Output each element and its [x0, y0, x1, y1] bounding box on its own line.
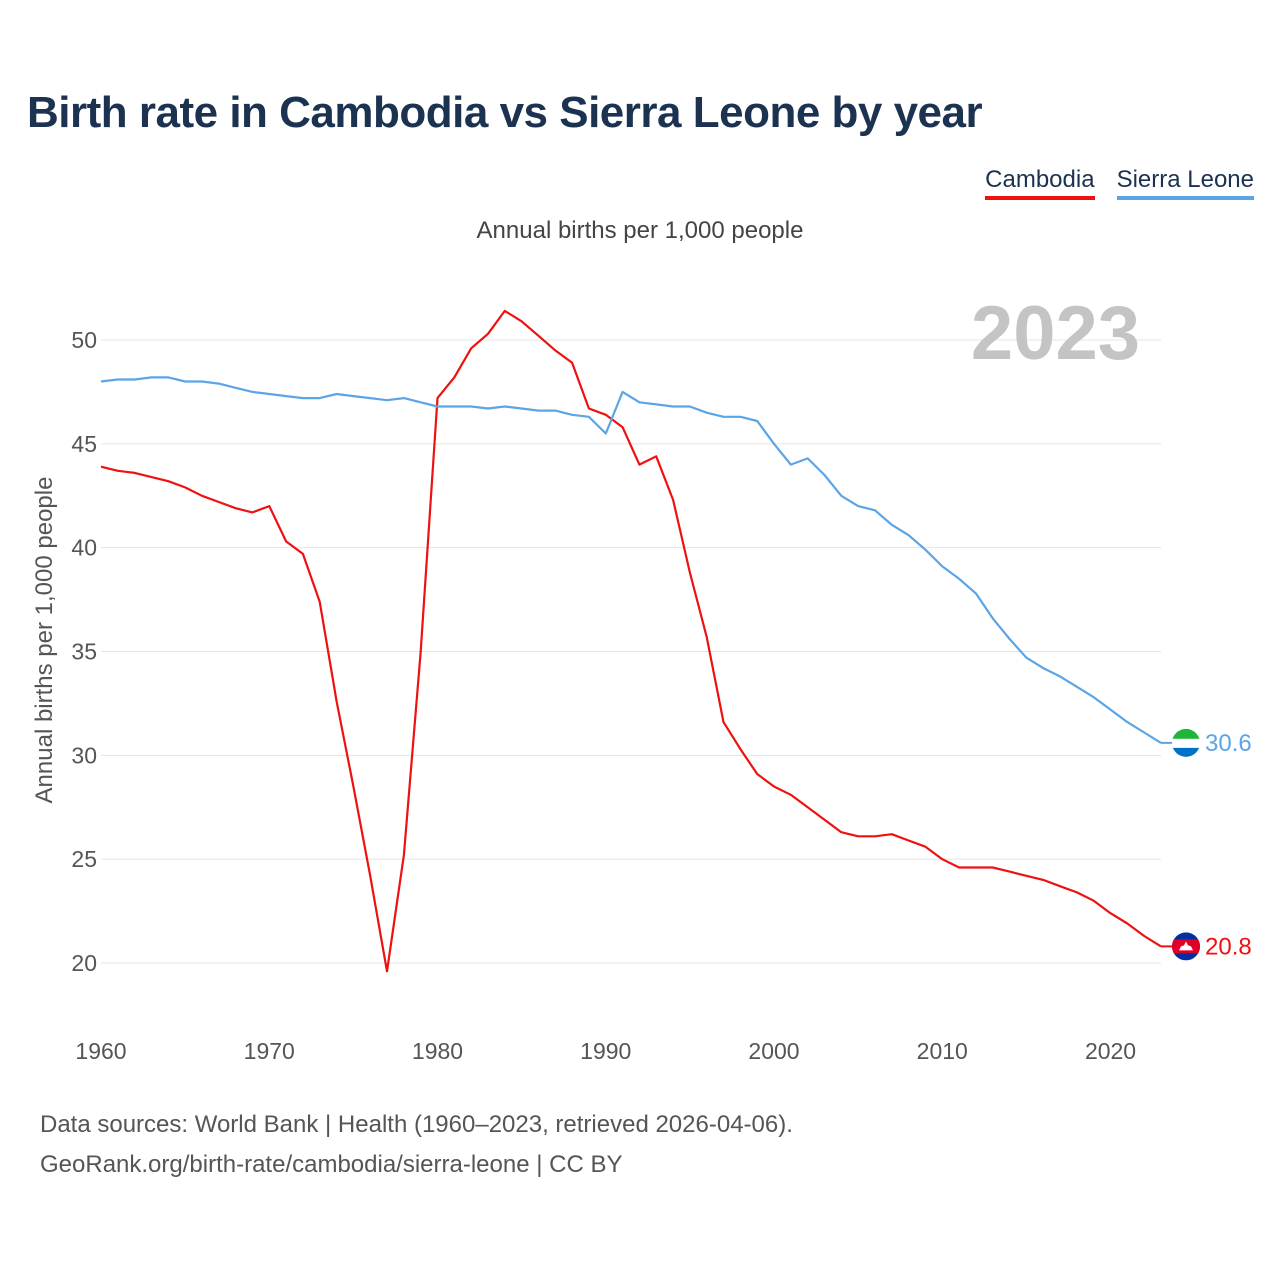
y-tick-label-20: 20	[71, 950, 97, 976]
y-axis-ticks: 20 25 30 35 40 45 50	[71, 327, 97, 976]
x-tick-label-2000: 2000	[748, 1038, 799, 1064]
x-tick-label-2010: 2010	[917, 1038, 968, 1064]
legend-item-sierra-leone[interactable]: Sierra Leone	[1116, 166, 1254, 200]
series-line-cambodia	[100, 309, 1162, 973]
y-tick-label-30: 30	[71, 742, 97, 768]
chart-subtitle: Annual births per 1,000 people	[476, 217, 804, 244]
y-tick-label-45: 45	[71, 431, 97, 457]
x-tick-label-1980: 1980	[412, 1038, 463, 1064]
end-value-label-sierra-leone: 30.6	[1205, 730, 1252, 757]
legend-item-cambodia[interactable]: Cambodia	[985, 166, 1095, 200]
current-year-label: 2023	[970, 291, 1140, 376]
cambodia-flag-icon	[1172, 932, 1200, 961]
source-line-1: Data sources: World Bank | Health (1960–…	[40, 1111, 793, 1138]
chart-title: Birth rate in Cambodia vs Sierra Leone b…	[27, 88, 983, 137]
y-tick-label-35: 35	[71, 639, 97, 665]
end-markers: 20.8 30.6	[1161, 728, 1252, 961]
end-value-label-cambodia: 20.8	[1205, 933, 1252, 960]
x-tick-label-1990: 1990	[580, 1038, 631, 1064]
y-tick-label-40: 40	[71, 535, 97, 561]
source-note: Data sources: World Bank | Health (1960–…	[40, 1105, 793, 1185]
sierra-leone-flag-icon	[1172, 728, 1200, 757]
x-tick-label-1960: 1960	[75, 1038, 126, 1064]
x-axis-ticks: 1960 1970 1980 1990 2000 2010 2020	[75, 1038, 1136, 1064]
series-lines	[100, 309, 1162, 973]
series-line-sierra-leone	[100, 376, 1162, 744]
y-tick-label-50: 50	[71, 327, 97, 353]
x-tick-label-2020: 2020	[1085, 1038, 1136, 1064]
x-tick-label-1970: 1970	[244, 1038, 295, 1064]
y-axis-label: Annual births per 1,000 people	[31, 477, 58, 804]
legend: Cambodia Sierra Leone	[985, 166, 1254, 200]
source-line-2: GeoRank.org/birth-rate/cambodia/sierra-l…	[40, 1151, 623, 1178]
y-tick-label-25: 25	[71, 846, 97, 872]
